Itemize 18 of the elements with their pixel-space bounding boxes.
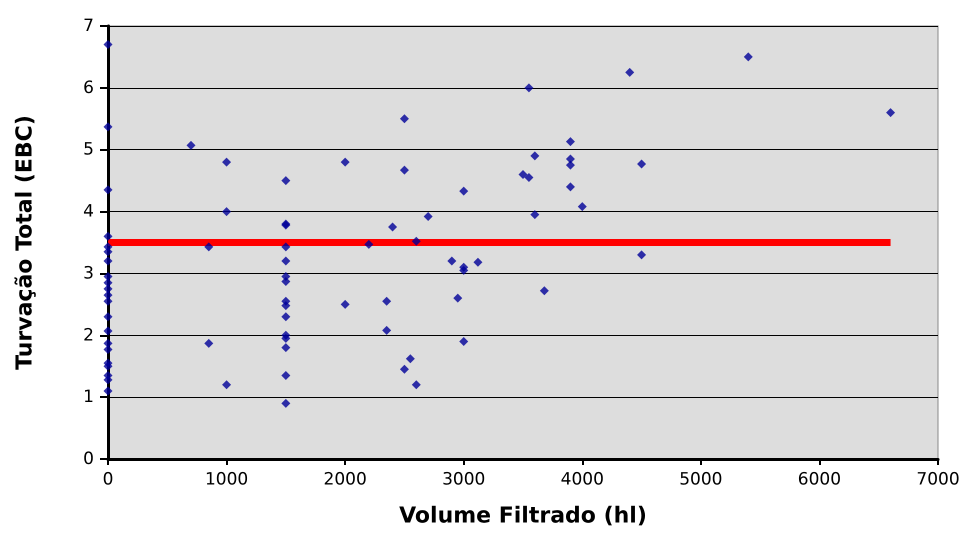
- y-tick-label: 6: [83, 78, 94, 98]
- x-tick-label: 7000: [916, 470, 960, 490]
- y-tick-label: 3: [83, 263, 94, 284]
- y-axis-title: Turvação Total (EBC): [12, 115, 38, 370]
- x-tick-label: 3000: [442, 470, 486, 490]
- y-tick-label: 1: [83, 387, 94, 408]
- y-tick-label: 4: [83, 202, 94, 222]
- x-tick-label: 4000: [560, 470, 604, 490]
- x-tick-label: 1000: [204, 470, 248, 490]
- y-tick-label: 7: [83, 16, 94, 36]
- x-tick-label: 5000: [679, 470, 722, 490]
- x-axis-title: Volume Filtrado (hl): [399, 504, 647, 528]
- y-tick-label: 5: [83, 140, 94, 160]
- y-tick-label: 0: [83, 449, 94, 469]
- x-tick-label: 2000: [324, 470, 367, 490]
- x-tick-label: 0: [102, 470, 114, 490]
- x-tick-label: 6000: [798, 470, 842, 490]
- y-tick-label: 2: [83, 325, 94, 346]
